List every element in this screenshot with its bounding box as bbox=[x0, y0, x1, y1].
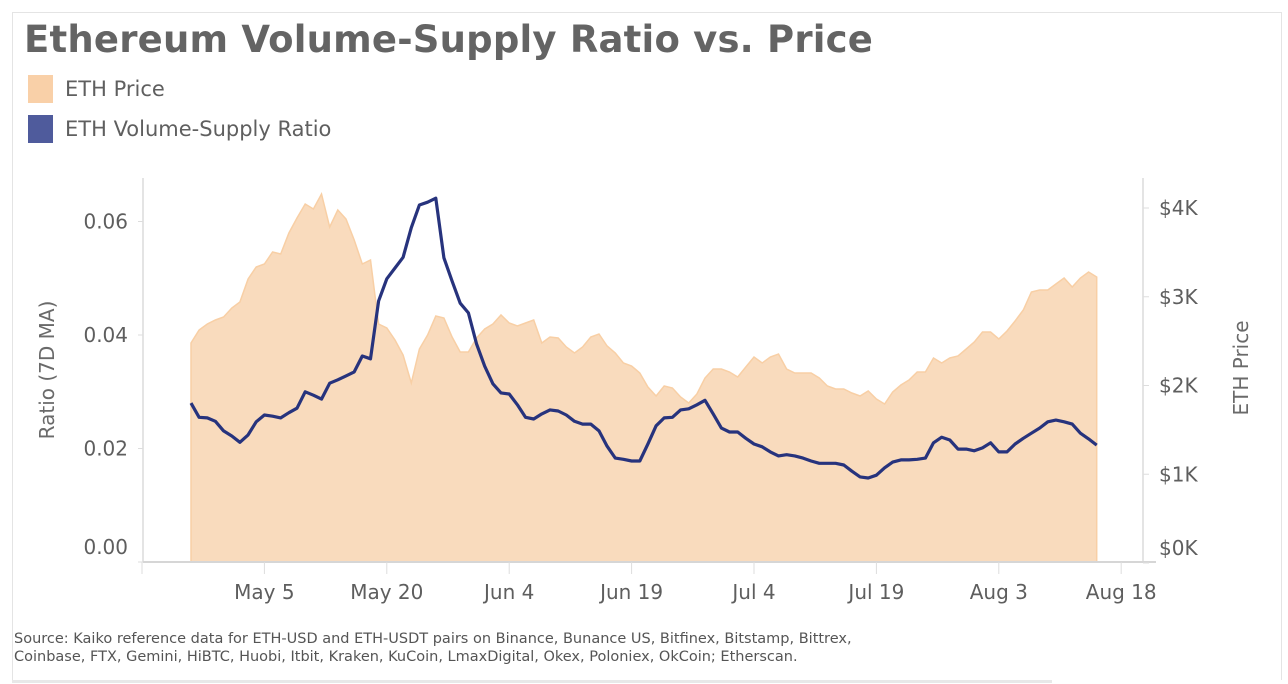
left-axis-title: Ratio (7D MA) bbox=[35, 301, 59, 440]
left-tick-label: 0.06 bbox=[83, 210, 128, 234]
chart-title: Ethereum Volume-Supply Ratio vs. Price bbox=[24, 18, 874, 61]
source-note: Source: Kaiko reference data for ETH-USD… bbox=[14, 630, 852, 666]
legend-item-volume-supply-ratio[interactable]: ETH Volume-Supply Ratio bbox=[28, 115, 331, 143]
x-tick-label: May 5 bbox=[234, 580, 294, 604]
legend-swatch-eth-price bbox=[28, 75, 53, 103]
chart-card bbox=[12, 12, 1282, 680]
legend-swatch-volume-supply-ratio bbox=[28, 115, 53, 143]
volume-supply-ratio-line bbox=[189, 196, 1098, 480]
right-tick-label: $0K bbox=[1159, 536, 1198, 560]
left-tick-label: 0.04 bbox=[83, 323, 128, 347]
x-tick-label: Jul 19 bbox=[846, 580, 904, 604]
source-line-1: Source: Kaiko reference data for ETH-USD… bbox=[14, 631, 852, 647]
x-tick-label: Aug 3 bbox=[970, 580, 1028, 604]
legend-label: ETH Volume-Supply Ratio bbox=[65, 117, 332, 141]
source-line-2: Coinbase, FTX, Gemini, HiBTC, Huobi, Itb… bbox=[14, 649, 798, 665]
right-tick-label: $2K bbox=[1159, 374, 1198, 398]
x-tick-label: Jun 19 bbox=[598, 580, 663, 604]
right-tick-label: $4K bbox=[1159, 196, 1198, 220]
legend-label: ETH Price bbox=[65, 77, 165, 101]
left-tick-label: 0.02 bbox=[83, 437, 128, 461]
footer-divider bbox=[12, 680, 1052, 683]
x-tick-label: Jul 4 bbox=[730, 580, 775, 604]
right-tick-label: $3K bbox=[1159, 285, 1198, 309]
right-axis-title: ETH Price bbox=[1229, 320, 1253, 415]
eth-price-area-outline bbox=[190, 191, 1098, 562]
legend-item-eth-price[interactable]: ETH Price bbox=[28, 75, 165, 103]
eth-price-area bbox=[191, 194, 1097, 562]
right-tick-label: $1K bbox=[1159, 462, 1198, 486]
x-tick-label: Jun 4 bbox=[482, 580, 534, 604]
x-tick-label: May 20 bbox=[350, 580, 423, 604]
left-tick-label: 0.00 bbox=[83, 535, 128, 559]
x-tick-label: Aug 18 bbox=[1086, 580, 1157, 604]
